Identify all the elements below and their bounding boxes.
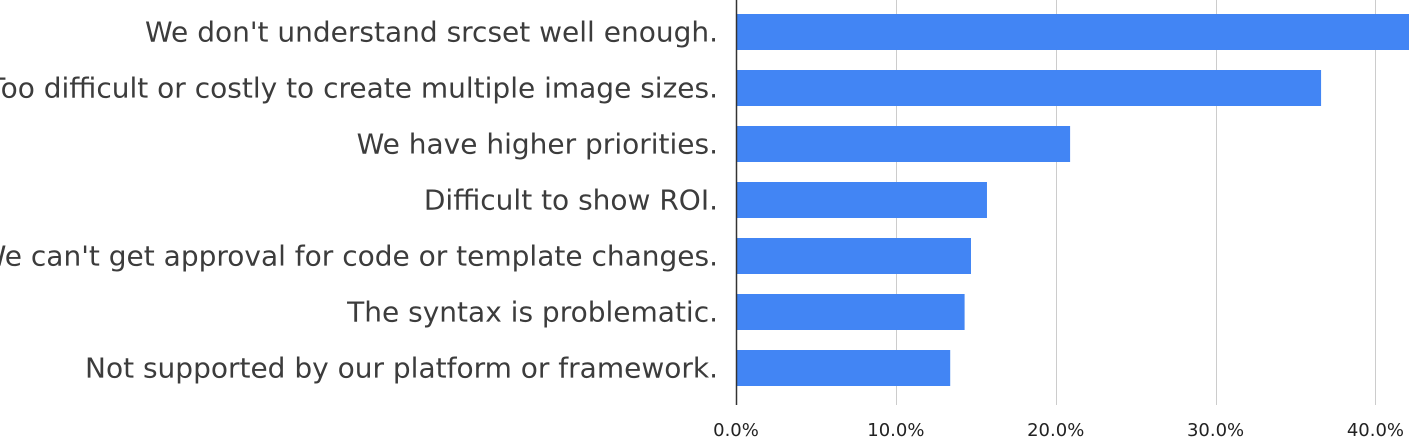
category-label-2: We have higher priorities. bbox=[357, 128, 718, 161]
x-tick-label-3: 30.0% bbox=[1187, 420, 1244, 437]
bar-3 bbox=[736, 182, 987, 218]
bar-6 bbox=[736, 350, 951, 386]
bar-0 bbox=[736, 14, 1409, 50]
bar-4 bbox=[736, 238, 971, 274]
category-label-4: We can't get approval for code or templa… bbox=[0, 240, 718, 273]
x-tick-labels: 0.0% 10.0% 20.0% 30.0% 40.0% bbox=[713, 420, 1404, 437]
category-label-3: Difficult to show ROI. bbox=[424, 184, 718, 217]
bars bbox=[736, 14, 1409, 386]
bar-2 bbox=[736, 126, 1071, 162]
category-label-6: Not supported by our platform or framewo… bbox=[85, 352, 718, 385]
bar-1 bbox=[736, 70, 1322, 106]
category-label-0: We don't understand srcset well enough. bbox=[145, 16, 718, 49]
x-tick-label-0: 0.0% bbox=[713, 420, 759, 437]
category-label-5: The syntax is problematic. bbox=[346, 296, 718, 329]
x-tick-label-2: 20.0% bbox=[1027, 420, 1084, 437]
x-tick-label-1: 10.0% bbox=[867, 420, 924, 437]
x-tick-label-4: 40.0% bbox=[1347, 420, 1404, 437]
category-labels: We don't understand srcset well enough. T… bbox=[0, 16, 718, 385]
category-label-1: Too difficult or costly to create multip… bbox=[0, 72, 718, 105]
bar-5 bbox=[736, 294, 965, 330]
